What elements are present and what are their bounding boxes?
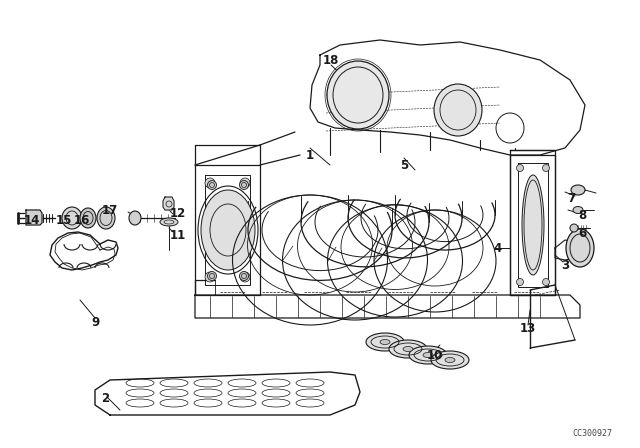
Text: 1: 1 bbox=[306, 148, 314, 161]
Ellipse shape bbox=[543, 164, 550, 172]
Text: 7: 7 bbox=[567, 191, 575, 204]
Text: 11: 11 bbox=[170, 228, 186, 241]
Text: 15: 15 bbox=[56, 214, 72, 227]
Ellipse shape bbox=[522, 175, 544, 275]
Ellipse shape bbox=[516, 279, 524, 285]
Ellipse shape bbox=[327, 61, 389, 129]
Ellipse shape bbox=[62, 207, 82, 229]
Polygon shape bbox=[26, 210, 42, 225]
Text: CC300927: CC300927 bbox=[572, 429, 612, 438]
Ellipse shape bbox=[445, 358, 455, 362]
Ellipse shape bbox=[207, 181, 216, 190]
Ellipse shape bbox=[516, 164, 524, 172]
Text: 3: 3 bbox=[561, 258, 569, 271]
Text: 2: 2 bbox=[101, 392, 109, 405]
Ellipse shape bbox=[573, 207, 583, 214]
Ellipse shape bbox=[240, 272, 250, 282]
Ellipse shape bbox=[566, 229, 594, 267]
Ellipse shape bbox=[160, 218, 178, 226]
Ellipse shape bbox=[570, 224, 578, 232]
Ellipse shape bbox=[409, 346, 447, 364]
Text: 18: 18 bbox=[323, 53, 339, 66]
Text: 13: 13 bbox=[520, 322, 536, 335]
Ellipse shape bbox=[571, 185, 585, 195]
Ellipse shape bbox=[201, 190, 255, 270]
Ellipse shape bbox=[207, 271, 216, 280]
Ellipse shape bbox=[380, 340, 390, 345]
Ellipse shape bbox=[239, 271, 248, 280]
Text: 8: 8 bbox=[578, 208, 586, 221]
Ellipse shape bbox=[389, 340, 427, 358]
Ellipse shape bbox=[240, 178, 250, 188]
Text: 17: 17 bbox=[102, 203, 118, 216]
Ellipse shape bbox=[366, 333, 404, 351]
Ellipse shape bbox=[431, 351, 469, 369]
Ellipse shape bbox=[205, 178, 215, 188]
Text: 4: 4 bbox=[494, 241, 502, 254]
Ellipse shape bbox=[80, 208, 96, 228]
Ellipse shape bbox=[434, 84, 482, 136]
Text: 16: 16 bbox=[74, 214, 90, 227]
Ellipse shape bbox=[97, 207, 115, 229]
Text: 6: 6 bbox=[578, 227, 586, 240]
Text: 10: 10 bbox=[427, 349, 443, 362]
Ellipse shape bbox=[403, 346, 413, 352]
Text: 5: 5 bbox=[400, 159, 408, 172]
Text: 14: 14 bbox=[24, 214, 40, 227]
Text: 9: 9 bbox=[91, 315, 99, 328]
Ellipse shape bbox=[129, 211, 141, 225]
Polygon shape bbox=[163, 197, 174, 210]
Ellipse shape bbox=[543, 279, 550, 285]
Ellipse shape bbox=[205, 272, 215, 282]
Text: 12: 12 bbox=[170, 207, 186, 220]
Ellipse shape bbox=[239, 181, 248, 190]
Ellipse shape bbox=[423, 353, 433, 358]
